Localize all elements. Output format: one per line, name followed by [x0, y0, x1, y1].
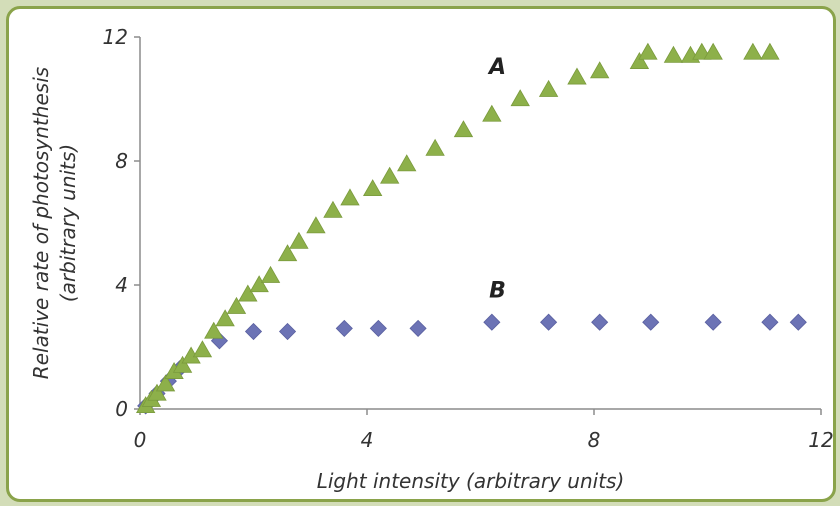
series-a-point	[743, 42, 763, 60]
chart-labels: Light intensity (arbitrary units) Relativ…	[29, 55, 624, 493]
series-b-point	[704, 313, 722, 331]
series-a-point	[589, 61, 610, 79]
series-a-point	[226, 296, 247, 314]
series-a-point	[425, 138, 445, 156]
series-a-point	[172, 355, 193, 373]
x-tick-label: 4	[361, 428, 374, 452]
series-b-point	[335, 319, 353, 337]
series-b-point	[642, 313, 660, 331]
series-b-point	[244, 322, 263, 341]
series-a-point	[663, 45, 684, 63]
series-a-point	[362, 179, 383, 197]
series-a-point	[760, 42, 780, 60]
series-b-point	[761, 313, 779, 331]
series-a-point	[482, 104, 502, 122]
series-a-point	[567, 67, 587, 85]
series-a-point	[638, 42, 658, 60]
series-a-point	[538, 79, 559, 97]
y-tick-label: 8	[115, 149, 128, 173]
series-label-a: A	[487, 55, 506, 80]
series-a-point	[147, 383, 167, 401]
x-tick-label: 8	[588, 428, 601, 452]
series-b	[137, 313, 807, 415]
series-a-point	[277, 244, 298, 262]
chart-frame: 0 4 8 12 0 4 8 12 Light intensity (arbitrary un…	[6, 6, 836, 502]
series-a-point	[453, 120, 474, 138]
series-a-point	[323, 200, 343, 218]
series-b-point	[483, 313, 501, 331]
x-tick-label: 0	[134, 428, 147, 452]
series-b-point	[789, 313, 807, 331]
series-label-b: B	[489, 278, 506, 303]
series-b-point	[540, 313, 558, 331]
y-tick-label: 12	[103, 25, 128, 49]
series-b-point	[278, 322, 297, 341]
series-a-point	[510, 89, 530, 107]
y-axis-title-line2: (arbitrary units)	[56, 144, 80, 302]
series-a-point	[397, 154, 417, 172]
series-a-point	[703, 42, 723, 60]
series-a-point	[260, 265, 281, 283]
chart-marks	[135, 42, 807, 415]
series-a	[135, 42, 780, 414]
y-tick-label: 0	[115, 397, 128, 421]
series-a-point	[306, 216, 326, 234]
series-a-point	[289, 231, 309, 249]
y-axis-title-line1: Relative rate of photosynthesis	[29, 67, 53, 379]
series-a-point	[204, 321, 224, 339]
y-tick-label: 4	[115, 273, 128, 297]
series-a-point	[249, 275, 269, 293]
x-tick-label: 12	[808, 428, 833, 452]
x-axis-title: Light intensity (arbitrary units)	[317, 469, 625, 493]
series-a-point	[215, 309, 235, 327]
series-b-point	[591, 313, 609, 331]
series-b-point	[369, 319, 387, 337]
series-a-point	[192, 340, 213, 358]
series-a-point	[155, 374, 176, 392]
chart-axes: 0 4 8 12 0 4 8 12	[103, 25, 833, 452]
series-a-point	[629, 51, 650, 69]
photosynthesis-chart: 0 4 8 12 0 4 8 12 Light intensity (arbitrary un…	[29, 25, 833, 493]
series-a-point	[340, 188, 360, 206]
series-a-point	[380, 166, 400, 184]
series-b-point	[409, 319, 427, 337]
series-a-point	[238, 284, 258, 302]
